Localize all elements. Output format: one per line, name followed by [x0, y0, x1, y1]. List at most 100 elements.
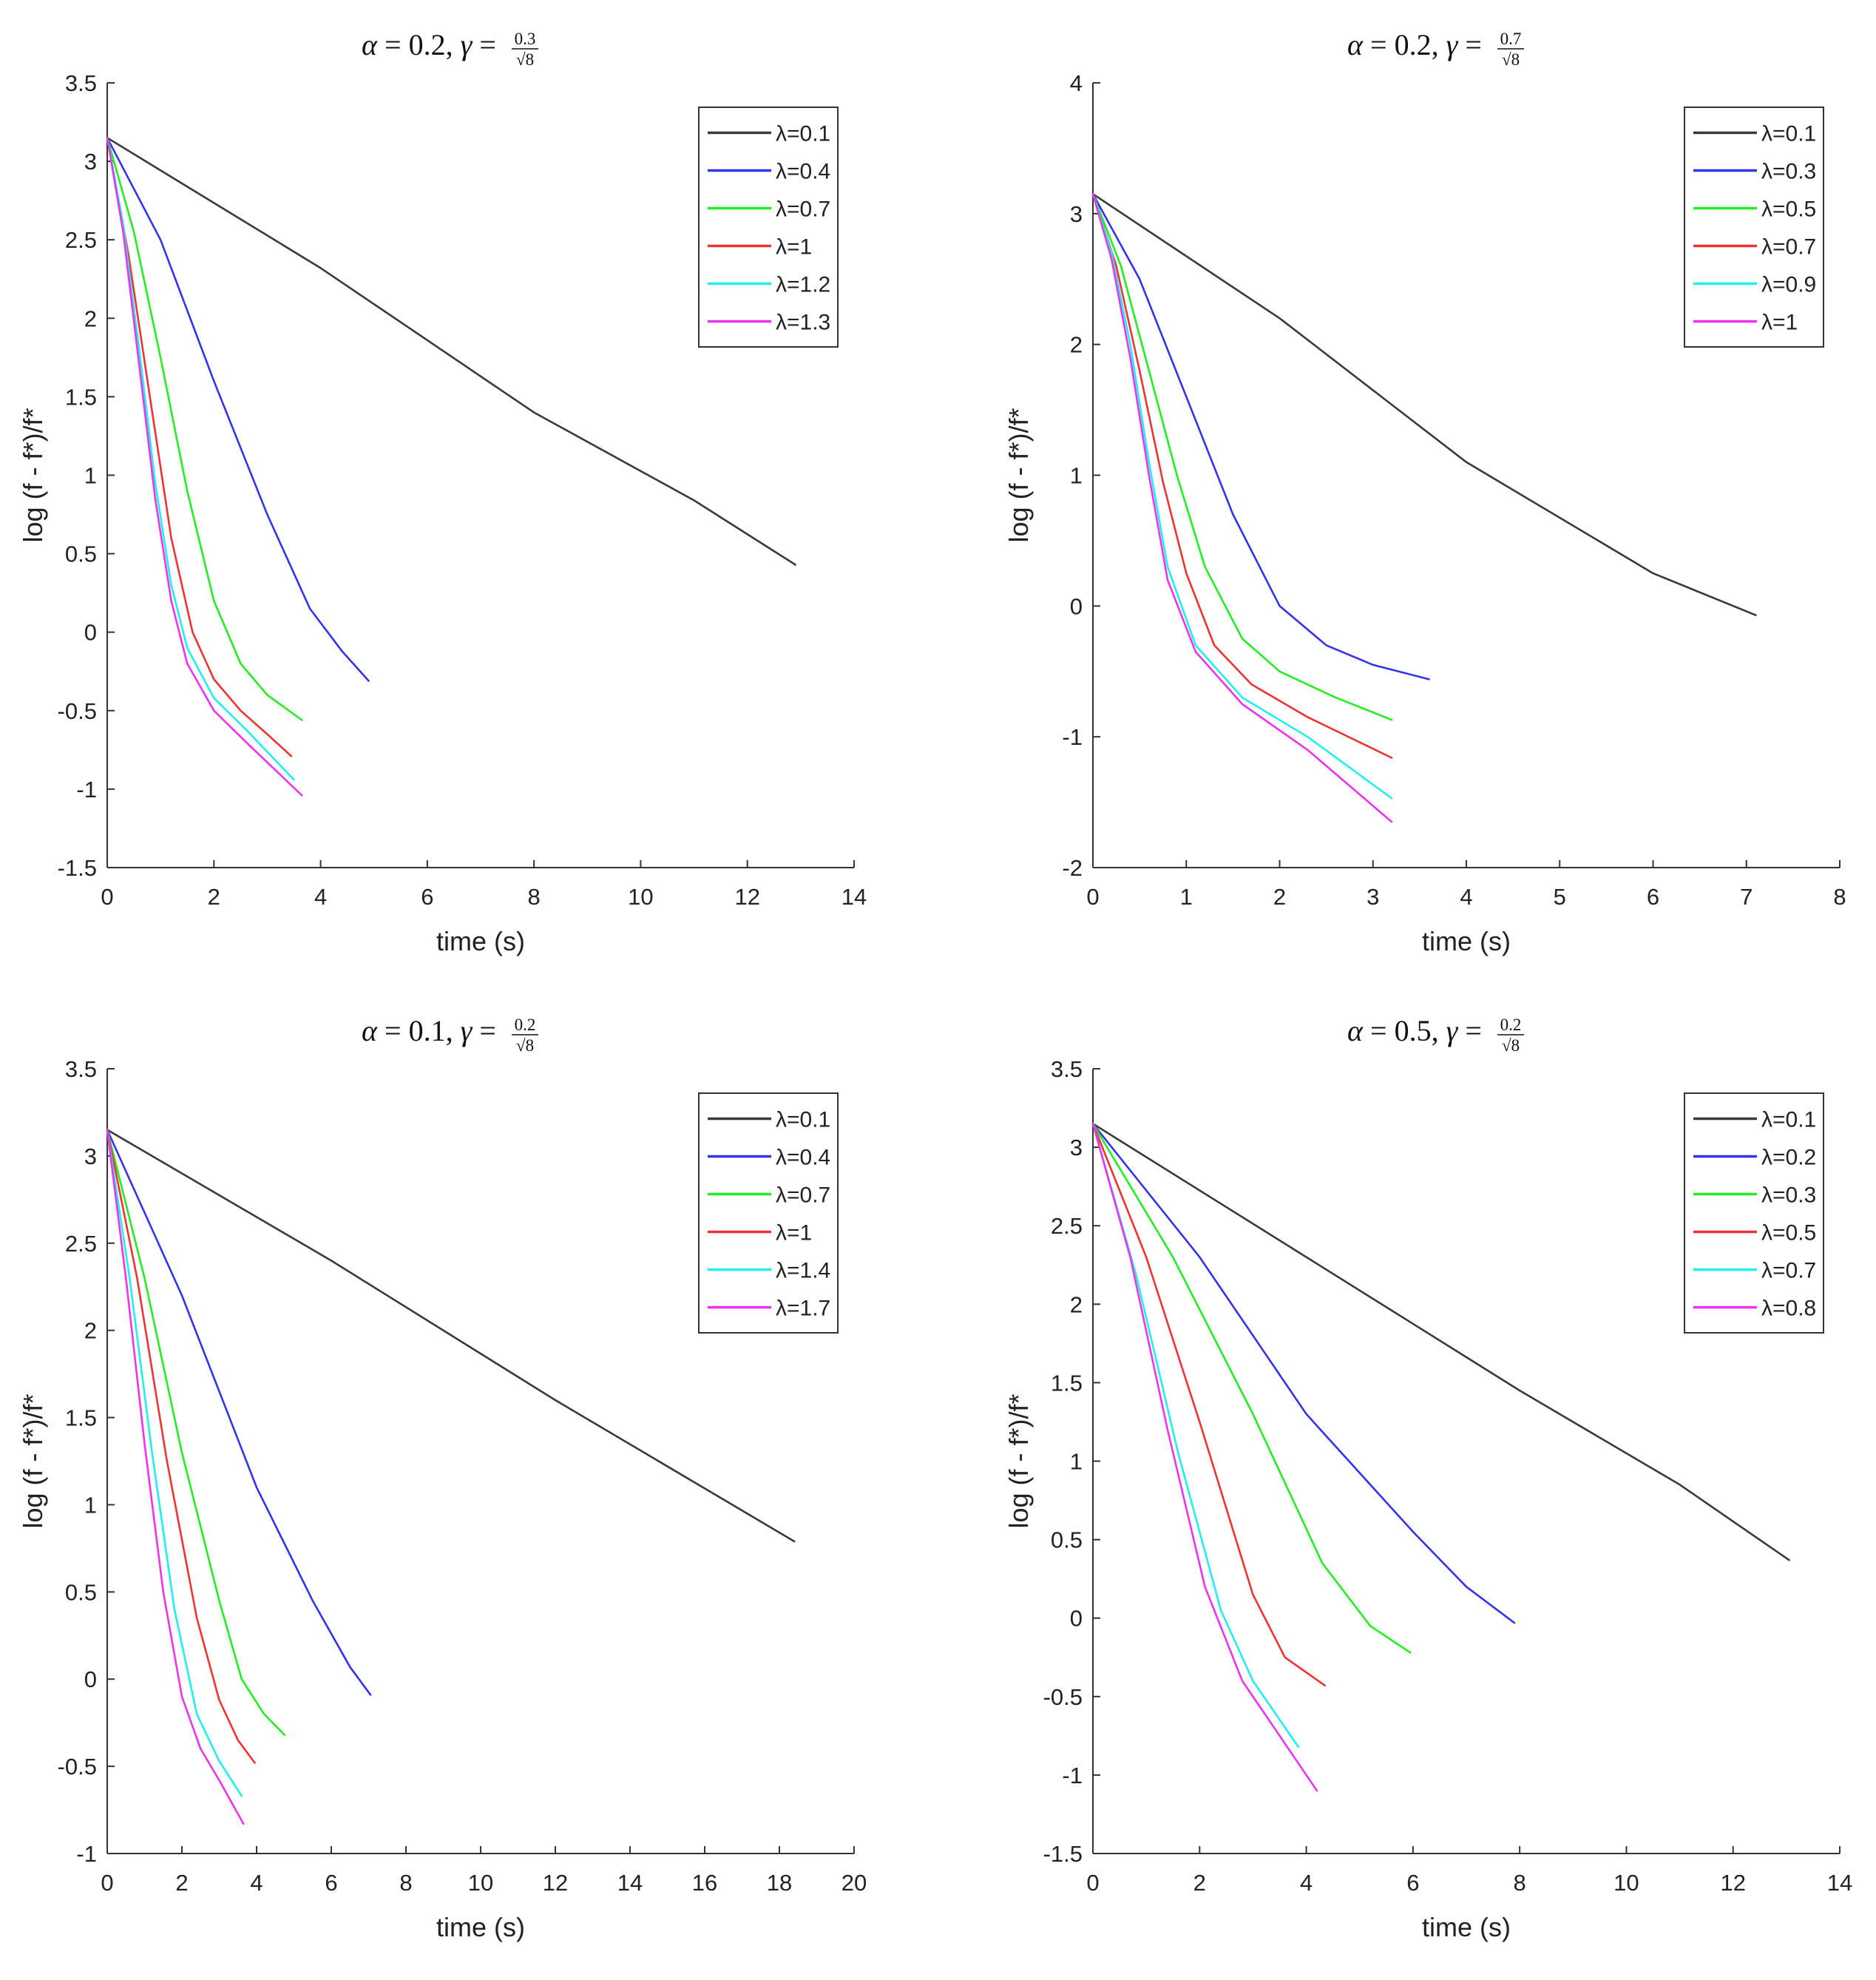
- y-axis-label: log (f - f*)/f*: [1003, 1393, 1034, 1528]
- series-line-3: [106, 1129, 286, 1736]
- legend-box: [698, 1092, 839, 1334]
- series-line-5: [106, 137, 295, 781]
- legend-label: λ=0.4: [776, 1146, 830, 1170]
- y-tick-label: -1: [1062, 1763, 1083, 1788]
- x-tick-label: 4: [1300, 1870, 1313, 1896]
- title-alpha-value: 0.1: [409, 1014, 446, 1047]
- y-tick-label: 3.5: [65, 70, 97, 96]
- legend-label: λ=1: [1761, 311, 1798, 335]
- legend-label: λ=0.7: [1761, 1259, 1816, 1283]
- x-tick-label: 3: [1367, 884, 1379, 910]
- x-tick-label: 4: [250, 1870, 263, 1896]
- title-gamma-denominator: √8: [1502, 50, 1520, 69]
- x-tick-label: 2: [175, 1870, 188, 1896]
- legend-label: λ=0.8: [1761, 1297, 1816, 1321]
- x-tick-label: 2: [1273, 884, 1286, 910]
- x-tick-label: 20: [842, 1870, 867, 1896]
- x-tick-label: 12: [734, 884, 759, 910]
- y-tick-label: 2: [84, 1318, 97, 1344]
- y-axis-label: log (f - f*)/f*: [1003, 408, 1034, 542]
- x-tick-label: 12: [1720, 1870, 1745, 1896]
- y-tick-label: 0.5: [65, 541, 97, 567]
- y-tick-label: 1: [1070, 463, 1083, 489]
- y-tick-label: 2.5: [1051, 1213, 1083, 1239]
- y-axis-label: log (f - f*)/f*: [18, 408, 48, 542]
- y-tick-label: 1: [84, 1492, 97, 1518]
- y-tick-label: 3: [84, 1143, 97, 1169]
- x-tick-label: 16: [692, 1870, 717, 1896]
- title-alpha-value: 0.5: [1395, 1014, 1432, 1047]
- chart-panel-1: 0 2 4 6 8 10 12 14 -1.5 -1 -0.5 0 0.5 1 1.5 2 2.5 3 3.5 tim…: [18, 28, 867, 956]
- legend-label: λ=1.2: [776, 273, 830, 297]
- x-tick-label: 0: [1086, 1870, 1099, 1896]
- y-tick-label: 1: [84, 463, 97, 489]
- x-tick-label: 0: [1086, 884, 1099, 910]
- series-line-5: [1091, 1123, 1300, 1748]
- x-tick-label: 14: [1827, 1870, 1852, 1896]
- legend-label: λ=0.5: [1761, 197, 1816, 222]
- y-tick-label: 2: [1070, 332, 1083, 358]
- x-tick-label: 0: [101, 884, 113, 910]
- x-tick-label: 14: [617, 1870, 643, 1896]
- chart-title: α = 0.2, γ = 0.7 √8: [1347, 28, 1524, 69]
- y-tick-label: -1.5: [58, 855, 97, 881]
- series-line-2: [1091, 192, 1430, 680]
- series-line-6: [106, 137, 303, 797]
- series-line-3: [1091, 1123, 1412, 1654]
- y-tick-label: 0: [84, 1666, 97, 1692]
- chart-panel-2: 0 1 2 3 4 5 6 7 8 -2 -1 0 1 2 3 4 time (s) log (f - f*)/f…: [1003, 28, 1846, 956]
- x-tick-label: 8: [528, 884, 541, 910]
- y-tick-label: 3: [84, 149, 97, 175]
- title-gamma-numerator: 0.2: [1500, 1016, 1522, 1034]
- legend: λ=0.1 λ=0.4 λ=0.7 λ=1 λ=1.2 λ=1.3: [698, 107, 839, 348]
- series-line-2: [106, 137, 370, 682]
- y-tick-label: 2: [1070, 1291, 1083, 1317]
- legend-label: λ=0.1: [776, 122, 830, 146]
- legend-label: λ=1: [776, 235, 812, 260]
- chart-title: α = 0.2, γ = 0.3 √8: [362, 28, 538, 69]
- chart-panel-3: 0 2 4 6 8 10 12 14 16 18 20 -1 -0.5 0 0.5 1 1.5 2 2.5 3 3.5 t…: [18, 1014, 867, 1942]
- y-tick-label: -1: [1062, 724, 1083, 750]
- title-gamma-numerator: 0.2: [515, 1016, 536, 1034]
- chart-panel-4: 0 2 4 6 8 10 12 14 -1.5 -1 -0.5 0 0.5 1 1.5 2 2.5 3 3.5 tim…: [1003, 1014, 1852, 1942]
- title-gamma-denominator: √8: [516, 50, 534, 69]
- series-line-3: [106, 137, 303, 721]
- x-axis-label: time (s): [436, 926, 525, 956]
- x-axis-label: time (s): [1422, 1912, 1511, 1942]
- x-tick-label: 10: [468, 1870, 493, 1896]
- x-tick-label: 6: [1647, 884, 1659, 910]
- x-tick-label: 6: [421, 884, 433, 910]
- x-tick-label: 6: [325, 1870, 337, 1896]
- legend-label: λ=0.7: [776, 1183, 830, 1208]
- series-line-2: [106, 1129, 372, 1696]
- series-line-2: [1091, 1123, 1516, 1624]
- y-tick-label: 0: [1070, 1606, 1083, 1632]
- legend-label: λ=0.1: [1761, 122, 1816, 146]
- legend: λ=0.1 λ=0.3 λ=0.5 λ=0.7 λ=0.9 λ=1: [1684, 107, 1824, 348]
- x-tick-label: 8: [399, 1870, 412, 1896]
- y-tick-label: 4: [1070, 70, 1083, 96]
- y-tick-label: -1.5: [1043, 1841, 1083, 1867]
- legend-label: λ=1: [776, 1221, 812, 1246]
- legend-box: [1684, 1092, 1824, 1334]
- legend-label: λ=1.4: [776, 1259, 830, 1283]
- legend-label: λ=0.7: [1761, 235, 1816, 260]
- y-tick-label: 1.5: [1051, 1370, 1083, 1396]
- series-line-4: [106, 137, 293, 757]
- series-line-5: [106, 1129, 243, 1797]
- y-tick-label: 0: [1070, 593, 1083, 619]
- series-line-4: [1091, 1123, 1327, 1687]
- x-tick-label: 10: [628, 884, 653, 910]
- legend-label: λ=1.3: [776, 311, 830, 335]
- y-tick-label: 3.5: [65, 1056, 97, 1082]
- y-tick-label: 2: [84, 305, 97, 331]
- x-tick-label: 8: [1514, 1870, 1526, 1896]
- series-line-6: [106, 1129, 245, 1825]
- x-tick-label: 12: [543, 1870, 568, 1896]
- y-axis-label: log (f - f*)/f*: [18, 1393, 48, 1528]
- series-line-4: [106, 1129, 256, 1764]
- title-gamma-numerator: 0.3: [515, 30, 536, 48]
- series-line-6: [1091, 1123, 1318, 1792]
- chart-title: α = 0.5, γ = 0.2 √8: [1347, 1014, 1524, 1055]
- y-tick-label: -0.5: [58, 1754, 97, 1780]
